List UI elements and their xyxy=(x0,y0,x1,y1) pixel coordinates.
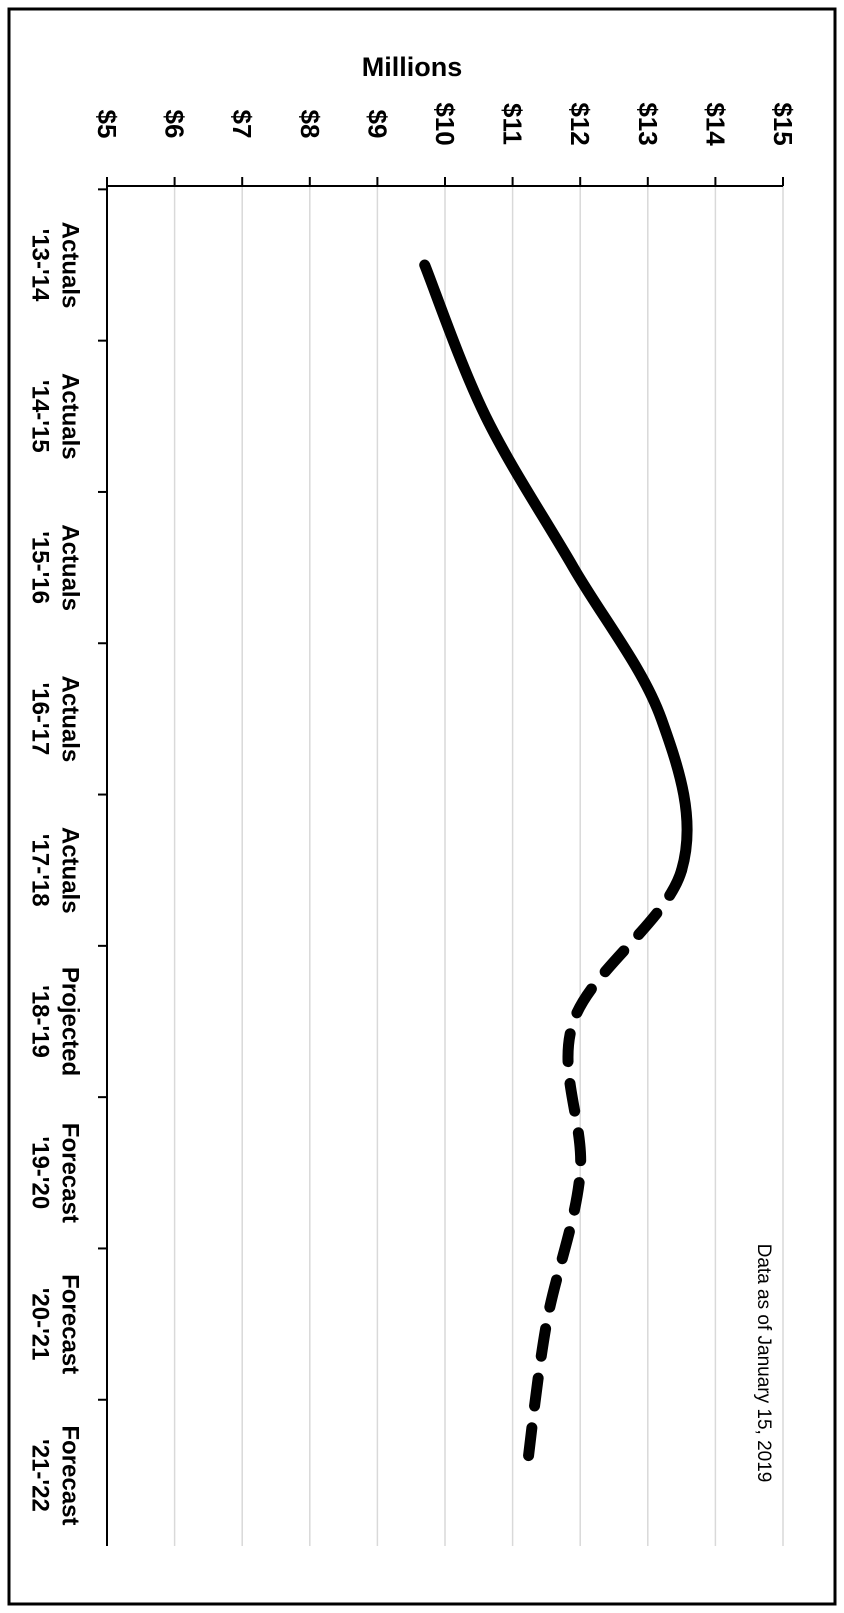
value-tick-label: $12 xyxy=(565,102,595,145)
value-tick-label: $5 xyxy=(92,110,122,139)
value-tick-label: $11 xyxy=(498,103,528,145)
category-label-type: Actuals xyxy=(57,373,84,460)
value-tick-label: $8 xyxy=(295,110,325,139)
projection-line-dashed xyxy=(520,864,688,1481)
category-label-period: '19-'20 xyxy=(27,1136,54,1209)
grid-lines xyxy=(173,186,784,1546)
category-label-type: Actuals xyxy=(57,222,84,309)
category-label-period: '13-'14 xyxy=(27,229,54,302)
value-tick-label: $13 xyxy=(633,102,663,145)
category-label-type: Forecast xyxy=(57,1425,84,1525)
actuals-line-solid xyxy=(419,259,693,876)
labels: $5 $6 $7 $8 $9 $10 $11 $12 $13 $14 $15Actuals'13-'… xyxy=(27,102,799,1525)
value-tick-label: $15 xyxy=(768,102,798,145)
category-label-period: '18-'19 xyxy=(27,985,54,1058)
category-label-period: '15-'16 xyxy=(27,531,54,604)
axes xyxy=(98,177,784,1546)
category-label-period: '21-'22 xyxy=(27,1439,54,1512)
category-label-period: '14-'15 xyxy=(27,380,54,453)
annotation-note: Data as of January 15, 2019 xyxy=(753,1244,774,1483)
value-tick-label: $10 xyxy=(430,102,460,145)
category-label-type: Forecast xyxy=(57,1123,84,1223)
category-label-type: Actuals xyxy=(57,676,84,763)
value-tick-label: $7 xyxy=(227,110,257,139)
series-line xyxy=(419,259,693,1481)
chart-border xyxy=(7,7,837,1606)
category-label-type: Actuals xyxy=(57,827,84,914)
category-label-type: Projected xyxy=(57,967,84,1076)
category-label-type: Actuals xyxy=(57,524,84,611)
category-label-type: Forecast xyxy=(57,1274,84,1374)
value-tick-label: $6 xyxy=(160,110,190,139)
y-axis-title: Millions xyxy=(362,52,463,82)
category-label-period: '17-'18 xyxy=(27,834,54,907)
value-tick-label: $9 xyxy=(362,110,392,139)
category-label-period: '20-'21 xyxy=(27,1288,54,1361)
category-label-period: '16-'17 xyxy=(27,683,54,756)
value-tick-label: $14 xyxy=(700,102,730,146)
